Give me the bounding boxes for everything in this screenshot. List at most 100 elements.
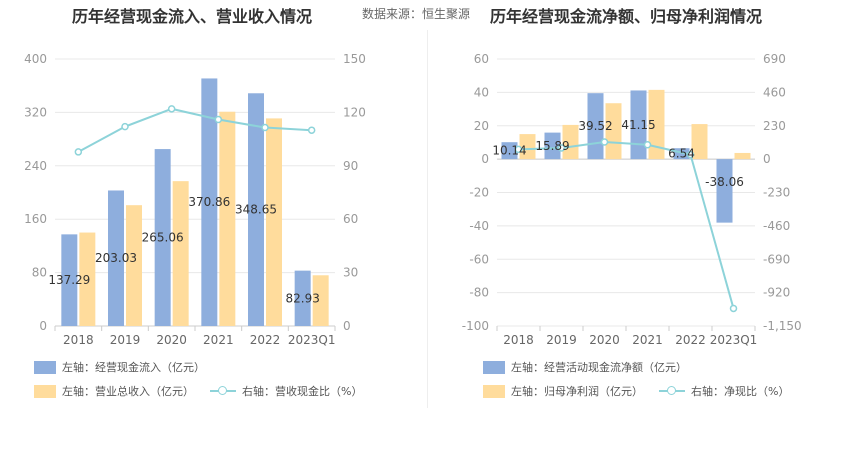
bar (716, 159, 733, 223)
bar (673, 148, 690, 160)
y-left-tick-label: -100 (462, 319, 489, 333)
y-left-tick-label: -20 (469, 186, 489, 200)
y-right-tick-label: -230 (763, 186, 790, 200)
data-label: 137.29 (48, 273, 90, 287)
data-label: 10.14 (492, 144, 526, 158)
y-right-tick-label: -920 (763, 286, 790, 300)
left-chart-title: 历年经营现金流入、营业收入情况 (72, 7, 313, 26)
y-right-tick-label: 150 (343, 52, 366, 66)
y-right-tick-label: 230 (763, 119, 786, 133)
legend-item-net-cash-ratio[interactable]: 右轴：净现比（%） (691, 385, 790, 398)
ratio-point (214, 115, 223, 124)
bar (266, 118, 282, 326)
bar (501, 142, 518, 160)
ratio-point (307, 126, 316, 134)
bar (562, 124, 579, 160)
y-left-tick-label: 20 (474, 119, 489, 133)
ratio-line (518, 140, 735, 309)
right-chart: -100 -80 -60 -40 -20 0 20 40 60 -1,150 -920 -690 -46… (462, 52, 802, 347)
ratio-line (77, 107, 312, 153)
y-left-tick-label: 80 (32, 266, 47, 280)
ratio-point (557, 144, 566, 152)
right-legend-row-1: 左轴：经营活动现金流净额（亿元） (483, 359, 687, 375)
legend-item-net-cash-flow[interactable]: 左轴：经营活动现金流净额（亿元） (511, 361, 687, 374)
data-label: 370.86 (188, 195, 230, 209)
x-tick-label: 2021 (632, 333, 663, 347)
right-chart-title: 历年经营现金流净额、归母净利润情况 (490, 7, 763, 26)
bar (605, 103, 622, 160)
bar (126, 205, 142, 326)
x-tick-label: 2018 (63, 333, 94, 347)
ratio-point (261, 123, 269, 132)
y-right-tick-label: -1,150 (763, 319, 802, 333)
x-tick-label: 2022 (250, 333, 281, 347)
x-tick-label: 2020 (589, 333, 620, 347)
y-left-tick-label: -60 (469, 252, 489, 266)
bar (734, 152, 751, 160)
y-left-tick-label: 320 (24, 105, 47, 119)
data-label: 41.15 (621, 118, 655, 132)
ratio-point (729, 304, 738, 313)
legend-line-icon (659, 385, 685, 397)
ratio-point (121, 122, 129, 131)
bar (312, 275, 329, 326)
panel-divider (427, 30, 428, 408)
y-left-tick-label: 60 (474, 52, 489, 66)
y-right-tick-label: 120 (343, 105, 366, 119)
bar (294, 270, 311, 326)
legend-swatch-yellow (483, 384, 505, 398)
data-source: 数据来源：恒生聚源 (362, 7, 471, 21)
y-right-tick-label: 460 (763, 85, 786, 99)
y-left-tick-label: 240 (24, 159, 47, 173)
y-right-tick-label: 60 (343, 212, 358, 226)
legend-swatch-blue (483, 360, 505, 374)
x-tick-label: 2020 (156, 333, 187, 347)
y-left-tick-label: 0 (481, 152, 489, 166)
x-tick-label: 2019 (110, 333, 141, 347)
bar (691, 124, 708, 160)
x-tick-label: 2021 (203, 333, 234, 347)
bar (79, 232, 96, 326)
legend-swatch-yellow (34, 384, 56, 398)
data-label: 82.93 (285, 291, 319, 305)
y-left-tick-label: -40 (469, 219, 489, 233)
y-left-tick-label: 40 (474, 85, 489, 99)
data-label: -38.06 (705, 175, 744, 189)
y-left-tick-label: 0 (39, 319, 47, 333)
bar (108, 190, 124, 326)
y-left-tick-label: 160 (24, 212, 47, 226)
y-left-tick-label: 400 (24, 52, 47, 66)
bar (172, 181, 189, 326)
bar (544, 132, 561, 160)
bar (154, 149, 171, 326)
x-tick-label: 2018 (503, 333, 534, 347)
left-chart: 0 80 160 240 320 400 0 30 60 90 120 150 2018 2019 2020… (24, 52, 366, 347)
data-label: 348.65 (235, 203, 277, 217)
ratio-point (686, 150, 695, 159)
y-left-tick-label: -80 (469, 286, 489, 300)
x-tick-label: 2022 (675, 333, 706, 347)
legend-line-icon (210, 385, 236, 397)
left-legend-row-1: 左轴：经营现金流入（亿元） (34, 359, 205, 375)
y-right-tick-label: 0 (343, 319, 351, 333)
data-label: 265.06 (142, 231, 184, 245)
legend-item-net-profit[interactable]: 左轴：归母净利润（亿元） (511, 385, 643, 398)
ratio-point (643, 141, 652, 149)
legend-item-cash-ratio[interactable]: 右轴：营收现金比（%） (242, 385, 363, 398)
bar (61, 234, 78, 326)
data-label: 6.54 (668, 147, 695, 161)
bar (519, 134, 536, 160)
legend-item-cash-inflow[interactable]: 左轴：经营现金流入（亿元） (62, 361, 205, 374)
y-right-tick-label: -690 (763, 252, 790, 266)
y-right-tick-label: 30 (343, 266, 358, 280)
bar (648, 89, 665, 160)
left-legend-row-2: 左轴：营业总收入（亿元） 右轴：营收现金比（%） (34, 383, 362, 399)
data-label: 39.52 (578, 119, 612, 133)
x-tick-label: 2023Q1 (710, 333, 758, 347)
data-label: 203.03 (95, 251, 137, 265)
y-right-tick-label: 690 (763, 52, 786, 66)
ratio-point (600, 138, 609, 146)
y-right-tick-label: -460 (763, 219, 790, 233)
legend-item-revenue[interactable]: 左轴：营业总收入（亿元） (62, 385, 194, 398)
data-label: 15.89 (535, 139, 569, 153)
